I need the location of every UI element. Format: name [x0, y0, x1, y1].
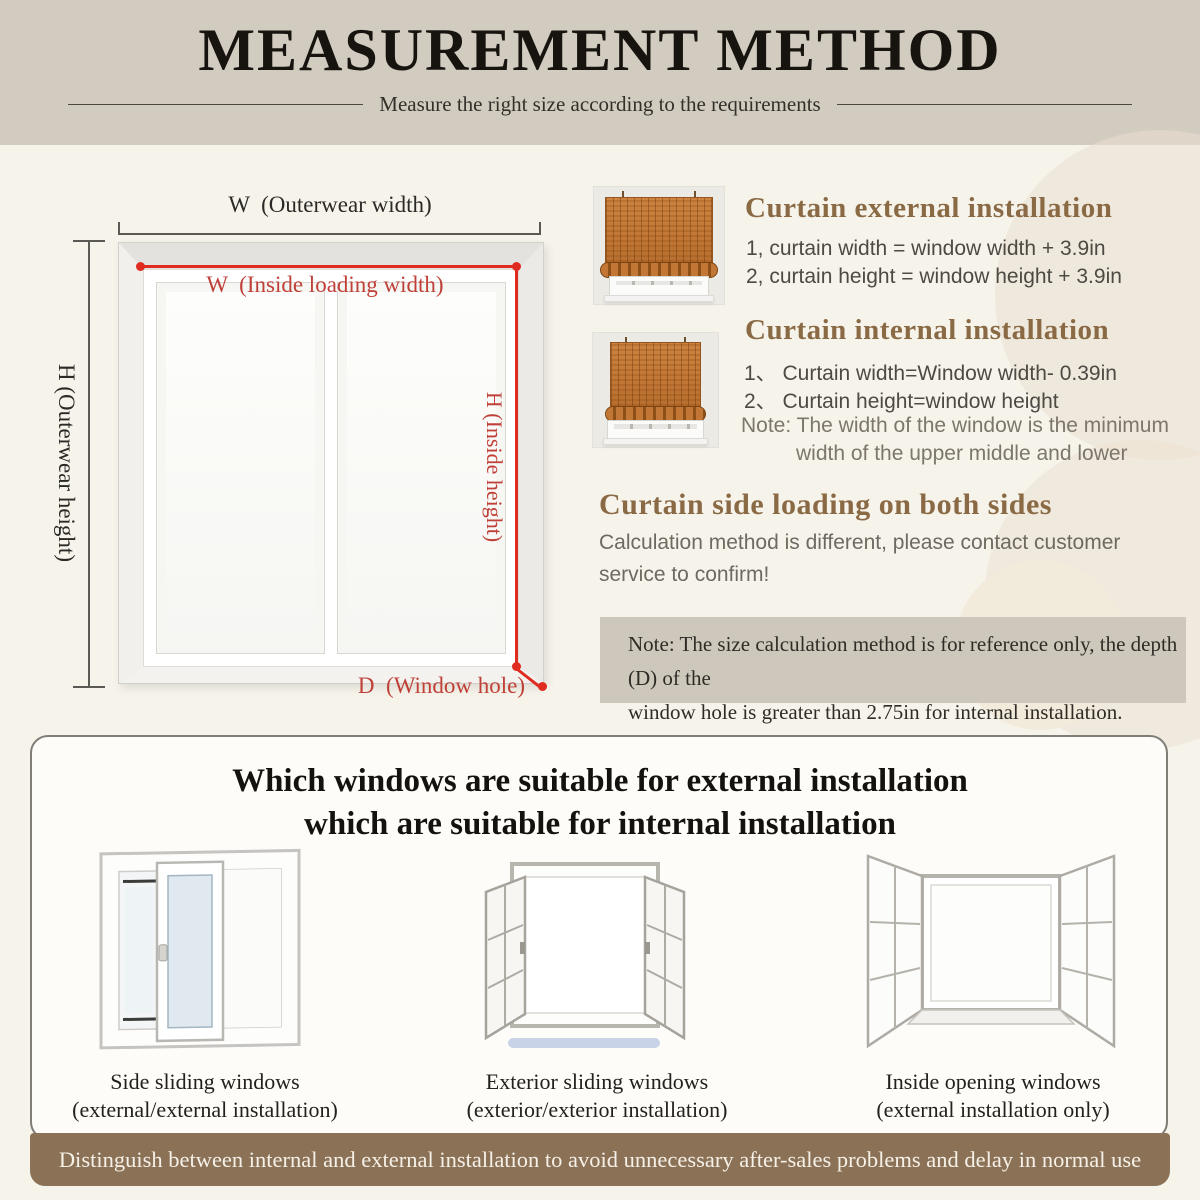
panel-title-line-1: Which windows are suitable for external …	[232, 763, 968, 799]
sill-board	[602, 438, 709, 445]
subtitle-rule-left	[68, 104, 364, 105]
window-sill	[603, 276, 715, 302]
window-name: Exterior sliding windows	[485, 1069, 709, 1094]
subtitle-rule-right	[836, 104, 1132, 105]
internal-note-line-2: width of the upper middle and lower	[796, 442, 1128, 465]
panel-title-line-2: which are suitable for internal installa…	[304, 806, 896, 842]
reference-note-box: Note: The size calculation method is for…	[600, 617, 1186, 724]
window-install-type: (exterior/exterior installation)	[466, 1097, 728, 1122]
curtain-hook-icon	[622, 190, 625, 202]
window-frame-bevel	[119, 243, 543, 683]
window-diagram	[118, 242, 544, 684]
window-install-type: (external installation only)	[876, 1097, 1110, 1122]
internal-installation-title: Curtain internal installation	[745, 314, 1110, 346]
window-caption-3: Inside opening windows (external install…	[823, 1068, 1163, 1124]
side-loading-line-2: service to confirm!	[599, 563, 770, 586]
internal-rule-2: 2、 Curtain height=window height	[744, 390, 1059, 413]
window-install-type: (external/external installation)	[72, 1097, 338, 1122]
dimension-line-top	[118, 233, 541, 235]
internal-note-line-1: Note: The width of the window is the min…	[741, 414, 1169, 437]
window-caption-2: Exterior sliding windows (exterior/exter…	[427, 1068, 767, 1124]
external-installation-title: Curtain external installation	[745, 192, 1113, 224]
bamboo-blind	[609, 342, 702, 412]
footer-warning-bar: Distinguish between internal and externa…	[30, 1133, 1170, 1186]
inside-width-measure-line	[140, 265, 518, 268]
window-glass-left	[156, 282, 325, 654]
reference-note-text: Note: The size calculation method is for…	[600, 617, 1186, 729]
window-glass-right	[337, 282, 506, 654]
inside-width-label: W (Inside loading width)	[206, 272, 444, 297]
reference-note-line-2: window hole is greater than 2.75in for i…	[628, 700, 1123, 724]
inside-height-label: H (Inside height)	[482, 391, 507, 543]
side-sliding-window-illustration	[99, 848, 301, 1050]
external-rule-1: 1, curtain width = window width + 3.9in	[746, 237, 1106, 260]
dimension-tick	[118, 222, 120, 235]
inside-opening-window-illustration	[866, 854, 1116, 1049]
reference-note-line-1: Note: The size calculation method is for…	[628, 632, 1178, 690]
inside-height-measure-line	[515, 265, 518, 668]
side-loading-line-1: Calculation method is different, please …	[599, 531, 1121, 554]
external-rule-2: 2, curtain height = window height + 3.9i…	[746, 265, 1122, 288]
dimension-tick	[73, 686, 105, 688]
window-name: Inside opening windows	[885, 1069, 1101, 1094]
bamboo-curtain-internal-image	[592, 332, 719, 448]
dimension-line-left	[88, 240, 90, 688]
measure-dot	[512, 262, 521, 271]
dimension-tick	[73, 240, 105, 242]
measure-dot	[538, 682, 547, 691]
internal-rule-1: 1、 Curtain width=Window width- 0.39in	[744, 362, 1117, 385]
page-subtitle: Measure the right size according to the …	[379, 92, 821, 116]
window-name: Side sliding windows	[110, 1069, 300, 1094]
measure-dot	[136, 262, 145, 271]
window-depth-label: D (Window hole)	[357, 673, 525, 698]
dimension-tick	[539, 222, 541, 235]
window-sashes	[143, 269, 519, 667]
window-frame-slats	[613, 424, 698, 429]
curtain-hook-icon	[693, 190, 696, 202]
curtain-hook-icon	[625, 336, 628, 348]
outer-height-label: H (Outerwear height)	[54, 364, 79, 562]
curtain-hook-icon	[683, 336, 686, 348]
window-sill	[602, 420, 709, 445]
side-loading-title: Curtain side loading on both sides	[599, 488, 1052, 521]
measure-dot	[512, 662, 521, 671]
sill-board	[603, 294, 715, 302]
page-title: MEASUREMENT METHOD	[198, 17, 1002, 83]
window-frame-slats	[615, 280, 703, 286]
header-band	[0, 0, 1200, 145]
exterior-sliding-window-illustration	[484, 862, 686, 1048]
window-caption-1: Side sliding windows (external/external …	[35, 1068, 375, 1124]
subtitle-row: Measure the right size according to the …	[0, 92, 1200, 117]
outer-width-label: W (Outerwear width)	[228, 192, 432, 217]
bamboo-blind	[604, 196, 714, 268]
footer-warning-text: Distinguish between internal and externa…	[58, 1146, 1142, 1172]
bamboo-curtain-external-image	[593, 186, 725, 305]
